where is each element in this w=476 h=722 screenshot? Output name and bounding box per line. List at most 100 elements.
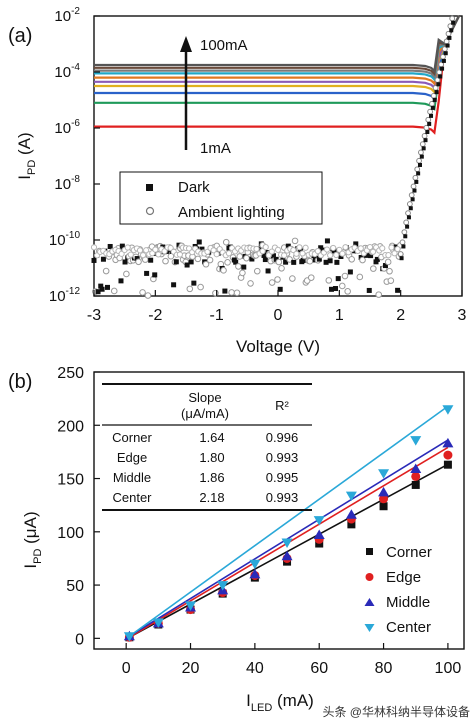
panel-b-plot-frame xyxy=(93,371,465,650)
legend-marker-middle xyxy=(364,598,375,606)
ambient-point xyxy=(253,245,260,253)
dark-point xyxy=(451,20,456,25)
dark-point xyxy=(173,259,179,265)
photocurrent-curve xyxy=(94,15,460,77)
panel-b-y-tick-label: 100 xyxy=(57,525,84,542)
ambient-point xyxy=(421,133,428,139)
dark-point xyxy=(188,259,194,265)
ambient-point xyxy=(356,273,364,281)
data-point-corner xyxy=(379,502,388,511)
data-point-center xyxy=(410,436,422,446)
ambient-point xyxy=(369,248,377,255)
legend-label-center: Center xyxy=(386,619,431,636)
dark-point xyxy=(233,259,239,265)
dark-point xyxy=(283,259,289,265)
fit-line-corner xyxy=(129,463,449,638)
dark-point xyxy=(277,286,283,292)
panel-b-x-tick-label: 40 xyxy=(246,660,264,677)
dark-point xyxy=(222,288,228,294)
panel-b-x-label-main: I xyxy=(246,691,251,710)
photocurrent-curve xyxy=(94,15,460,91)
dark-point xyxy=(270,253,276,259)
ambient-point xyxy=(213,251,220,258)
data-point-middle xyxy=(345,509,357,519)
ambient-point xyxy=(405,210,411,217)
ambient-point xyxy=(414,166,421,173)
panel-a-x-tick-label: -1 xyxy=(210,307,224,324)
data-point-corner xyxy=(411,480,420,489)
legend-label-middle: Middle xyxy=(386,594,430,611)
dark-point xyxy=(419,154,424,159)
panel-b-x-tick-label: 100 xyxy=(435,660,462,677)
dark-point xyxy=(382,263,388,269)
panel-a-y-label: IPD (A) xyxy=(15,132,38,179)
legend-marker-corner xyxy=(366,548,373,555)
dark-point xyxy=(119,243,125,249)
ambient-point xyxy=(281,252,288,259)
table-row-3-slope: 2.18 xyxy=(199,490,224,505)
tick-exponent: -8 xyxy=(71,174,80,185)
data-point-center xyxy=(185,601,197,611)
dark-point xyxy=(434,90,439,95)
ambient-point xyxy=(339,250,346,257)
dark-point xyxy=(427,121,432,126)
ambient-point xyxy=(278,264,285,272)
ambient-point xyxy=(110,287,118,295)
dark-point xyxy=(318,245,324,251)
dark-point xyxy=(353,241,359,247)
dark-point xyxy=(399,256,404,261)
dark-point xyxy=(429,113,434,118)
panel-a: (a) -3 -2 -1 0 1 2 3 10-210-410-610-810-1010-1… xyxy=(8,6,467,356)
dark-point xyxy=(331,248,337,254)
ambient-point xyxy=(262,244,269,251)
dark-point xyxy=(447,35,452,40)
panel-a-y-tick-label: 10-8 xyxy=(54,174,80,193)
ambient-point xyxy=(123,270,130,278)
ambient-point xyxy=(386,267,393,275)
dark-point xyxy=(196,239,202,245)
ambient-point xyxy=(202,260,210,268)
table-row-0-name: Corner xyxy=(112,430,152,445)
panel-b-x-ticks: 0 20 40 60 80 100 xyxy=(122,643,462,677)
ambient-point xyxy=(235,263,242,270)
watermark-text: 头条 @华林科纳半导体设备 xyxy=(322,705,470,719)
dark-point xyxy=(191,280,197,286)
ambient-point xyxy=(139,252,147,259)
dark-point xyxy=(408,206,413,211)
photocurrent-curve xyxy=(94,15,460,95)
panel-a-y-label-unit: (A) xyxy=(15,132,34,159)
ambient-point xyxy=(162,257,169,265)
data-point-edge xyxy=(443,450,453,460)
dark-point xyxy=(118,278,124,284)
ambient-point xyxy=(293,250,300,257)
panel-a-annotation-top: 100mA xyxy=(200,37,248,54)
ambient-point xyxy=(418,149,424,156)
ambient-point xyxy=(155,251,162,258)
table-row-0-slope: 1.64 xyxy=(199,430,224,445)
ambient-point xyxy=(385,252,392,259)
ambient-point xyxy=(275,258,283,266)
dark-point xyxy=(273,256,279,262)
ambient-point xyxy=(135,258,142,266)
ambient-point xyxy=(139,289,146,296)
dark-point xyxy=(95,289,101,295)
ambient-point xyxy=(429,100,435,107)
fit-line-middle xyxy=(128,439,449,637)
ambient-point xyxy=(449,15,456,22)
dark-point xyxy=(368,253,374,259)
ambient-point xyxy=(427,108,434,115)
data-point-center xyxy=(345,491,357,502)
ambient-point xyxy=(423,124,430,131)
table-row-2-r2: 0.995 xyxy=(266,470,299,485)
panel-a-y-tick-label: 10-2 xyxy=(54,6,80,25)
ambient-point xyxy=(143,247,150,254)
ambient-point xyxy=(425,116,432,123)
data-point-center xyxy=(217,581,229,591)
dark-point xyxy=(366,287,372,293)
ambient-point xyxy=(408,192,415,199)
dark-point xyxy=(323,259,329,265)
dark-point xyxy=(436,82,441,87)
dark-point xyxy=(199,246,205,252)
ambient-point xyxy=(338,282,346,290)
table-header-slope: Slope xyxy=(188,390,221,405)
